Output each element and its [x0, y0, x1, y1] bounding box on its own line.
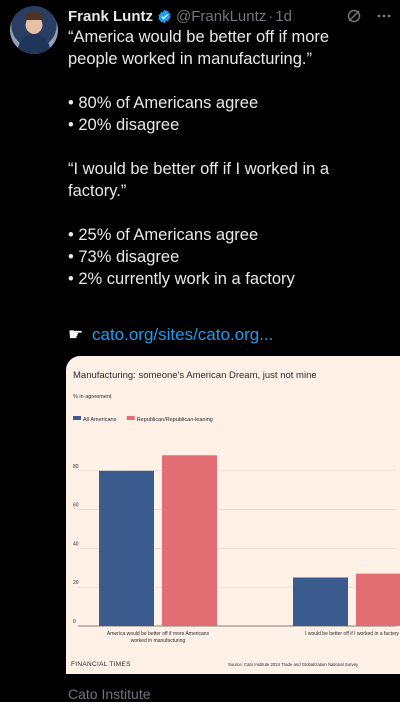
line-gap [68, 136, 390, 158]
tweet-link[interactable]: ☛ cato.org/sites/cato.org... [68, 325, 273, 345]
publisher-logo: FINANCIAL TIMES [71, 661, 131, 668]
line-gap [68, 70, 390, 92]
line-gap [68, 202, 390, 224]
x-category-label: worked in manufacturing [131, 638, 186, 644]
tweet-line: “I would be better off if I worked in a [68, 160, 330, 178]
y-tick-label: 40 [73, 541, 79, 547]
chart-source: Source: Cato Institute 2024 Trade and Gl… [228, 662, 359, 667]
grok-icon[interactable] [346, 8, 362, 24]
tweet-text: “America would be better off if more peop… [68, 26, 390, 290]
x-category-label: America would be better off if more Amer… [107, 631, 210, 637]
tweet-line: “America would be better off if more [68, 28, 330, 46]
chart-subtitle: % in agreement [73, 394, 112, 400]
tweet-line: • 25% of Americans agree [68, 226, 259, 244]
verified-badge-icon [158, 9, 171, 23]
link-source-label[interactable]: Cato Institute [68, 686, 151, 702]
legend-swatch [73, 416, 81, 420]
tweet-line: • 20% disagree [68, 116, 180, 134]
y-tick-label: 0 [73, 619, 76, 625]
pointing-hand-icon: ☛ [68, 325, 84, 344]
tweet-line: • 2% currently work in a factory [68, 270, 295, 288]
more-icon[interactable] [376, 8, 392, 24]
avatar-suit [18, 34, 50, 54]
x-category-label: I would be better off if I worked in a f… [305, 631, 399, 637]
legend-label: All Americans [83, 417, 117, 423]
author-handle[interactable]: @FrankLuntz [176, 7, 267, 25]
link-text[interactable]: cato.org/sites/cato.org... [91, 325, 274, 344]
separator-dot: · [268, 7, 274, 25]
timestamp[interactable]: 1d [275, 7, 292, 25]
bar-all-americans-1 [293, 577, 348, 626]
tweet-line: people worked in manufacturing.” [68, 50, 312, 68]
tweet-header: Frank Luntz @FrankLuntz · 1d [68, 6, 392, 26]
bar-all-americans-0 [99, 470, 154, 626]
author-name[interactable]: Frank Luntz [68, 7, 153, 25]
chart-title: Manufacturing: someone's American Dream,… [73, 370, 317, 381]
y-tick-label: 80 [73, 464, 79, 470]
chart-svg: Manufacturing: someone's American Dream,… [71, 370, 400, 668]
chart-image[interactable]: Manufacturing: someone's American Dream,… [66, 356, 400, 674]
bar-republican-0 [162, 455, 217, 626]
tweet-line: factory.” [68, 182, 127, 200]
legend-swatch [126, 416, 135, 420]
bar-republican-1 [356, 573, 400, 626]
author-avatar[interactable] [10, 6, 58, 54]
y-tick-label: 20 [73, 580, 79, 586]
legend-label: Republican/Republican-leaning [137, 417, 213, 423]
avatar-hair [25, 12, 43, 20]
y-tick-label: 60 [73, 503, 79, 509]
tweet-line: • 73% disagree [68, 248, 180, 266]
tweet-line: • 80% of Americans agree [68, 94, 259, 112]
